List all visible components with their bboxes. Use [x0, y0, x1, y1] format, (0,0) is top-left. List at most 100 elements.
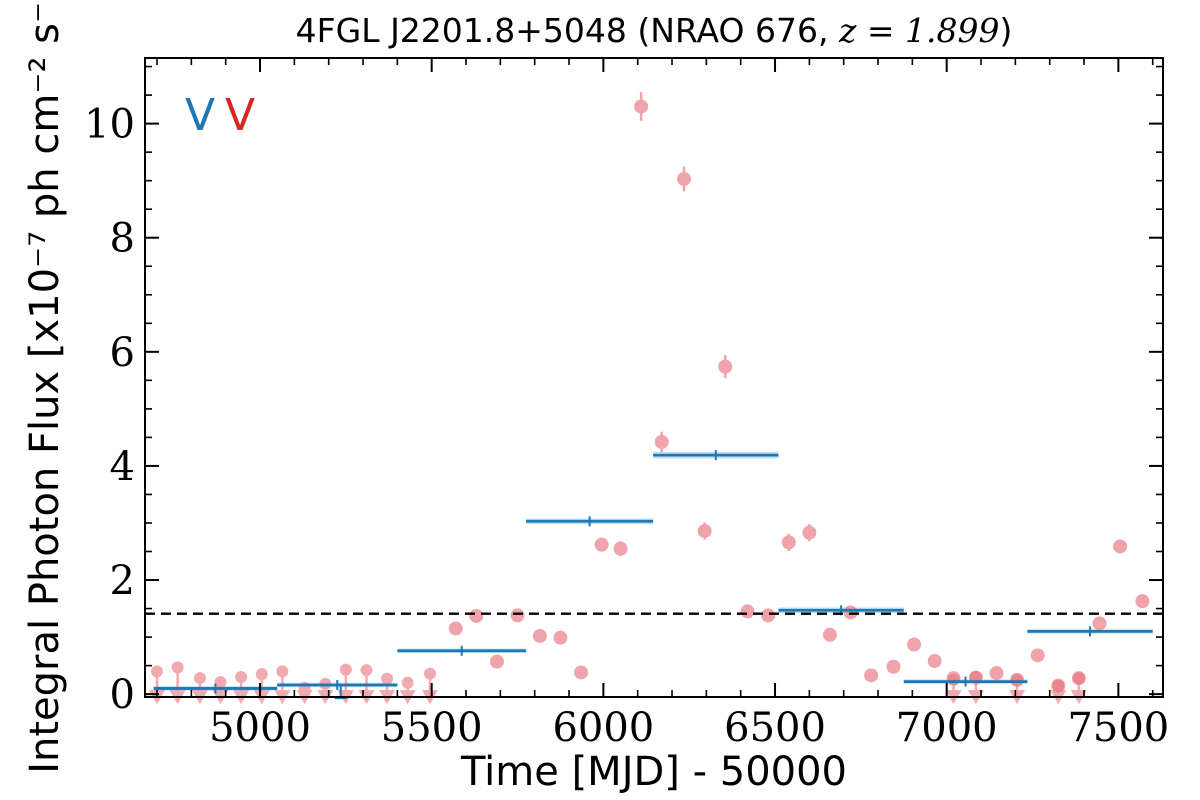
data-point-marker: [574, 665, 589, 680]
y-tick-label: 0: [110, 672, 135, 718]
data-point-marker: [697, 523, 712, 538]
data-point: [822, 627, 837, 642]
chart-title-source: 4FGL J2201.8+5048: [296, 11, 627, 50]
data-point-marker: [781, 535, 796, 550]
upper-limit: [317, 677, 334, 705]
data-point: [989, 666, 1004, 681]
data-point-marker: [822, 627, 837, 642]
data-point-marker: [510, 608, 525, 623]
data-point: [1092, 616, 1107, 631]
upper-limit: [379, 672, 396, 705]
data-point-marker: [448, 621, 463, 636]
axes: 5000 5500 6000 6500 7000 7500 0 2 4 6 8 10: [84, 57, 1169, 751]
upper-limit-point: [360, 664, 373, 677]
x-tick-label: 6000: [552, 705, 654, 751]
data-point: [761, 608, 776, 623]
data-point-marker: [802, 525, 817, 540]
chart-title: 4FGL J2201.8+5048 (NRAO 676, z = 1.899): [296, 11, 1013, 50]
upper-limit-point: [276, 665, 289, 678]
data-point-marker: [634, 99, 649, 114]
data-point-marker: [1071, 671, 1086, 686]
upper-limit-point: [151, 665, 164, 678]
chart-title-close: ): [999, 11, 1012, 50]
upper-limit-point: [339, 663, 352, 676]
data-point-marker: [1135, 594, 1150, 609]
data-point: [613, 541, 628, 557]
data-point-marker: [1010, 672, 1025, 687]
data-point-marker: [1030, 648, 1045, 663]
upper-limit-point: [235, 671, 248, 684]
data-point: [654, 431, 669, 453]
y-tick-label: 2: [110, 558, 135, 604]
data-point-marker: [489, 654, 504, 669]
data-point: [740, 604, 755, 619]
x-tick-label: 5000: [209, 705, 311, 751]
data-point: [864, 668, 879, 683]
data-point-marker: [864, 668, 879, 683]
y-tick-label: 6: [110, 330, 135, 376]
data-point: [532, 628, 547, 643]
data-point: [1071, 671, 1086, 686]
source-flag: V: [225, 90, 255, 141]
data-point-marker: [532, 628, 547, 643]
data-point-marker: [989, 666, 1004, 681]
upper-limit: [274, 665, 291, 705]
upper-limit-point: [381, 672, 394, 685]
data-point-marker: [553, 630, 568, 645]
data-point: [510, 608, 525, 623]
upper-limit-point: [214, 676, 227, 689]
x-axis-label: Time [MJD] - 50000: [460, 749, 847, 795]
data-point: [907, 637, 922, 652]
data-point-marker: [886, 659, 901, 674]
data-point: [594, 537, 609, 552]
x-tick-label: 7500: [1067, 705, 1169, 751]
data-point: [634, 92, 649, 121]
data-point-marker: [469, 608, 484, 623]
data-point-marker: [718, 359, 733, 374]
data-point: [1113, 539, 1128, 554]
upper-limit-point: [255, 668, 268, 681]
x-tick-label: 5500: [381, 705, 483, 751]
source-flag: V: [185, 90, 215, 141]
data-point: [886, 659, 901, 674]
data-point: [1010, 672, 1025, 687]
data-point-marker: [1113, 539, 1128, 554]
data-point-marker: [740, 604, 755, 619]
upper-limit: [149, 665, 166, 705]
data-point-marker: [907, 637, 922, 652]
upper-limit: [399, 676, 416, 705]
upper-limit-point: [171, 661, 184, 674]
data-point: [781, 533, 796, 551]
upper-limit-point: [193, 672, 206, 685]
data-point: [1030, 648, 1045, 663]
data-point: [697, 522, 712, 540]
data-point-marker: [654, 434, 669, 449]
data-point: [946, 671, 961, 686]
data-point: [448, 621, 463, 636]
data-point: [718, 355, 733, 379]
data-point: [469, 608, 484, 623]
data-point: [802, 524, 817, 542]
upper-limit: [421, 667, 438, 705]
data-point: [574, 665, 589, 680]
data-point-marker: [1051, 678, 1066, 693]
data-point: [927, 654, 942, 669]
data-point: [1051, 678, 1066, 693]
data-point-marker: [677, 171, 692, 186]
upper-limit-point: [423, 667, 436, 680]
y-tick-label: 10: [84, 102, 135, 148]
chart-title-assoc: NRAO 676,: [650, 11, 839, 50]
y-tick-label: 4: [110, 444, 135, 490]
data-point-marker: [613, 541, 628, 556]
data-point: [553, 630, 568, 645]
x-tick-label: 6500: [724, 705, 826, 751]
axes-frame: [144, 57, 1164, 698]
x-tick-label: 7000: [896, 705, 998, 751]
y-axis-label: Integral Photon Flux [x10⁻⁷ ph cm⁻² s⁻¹]: [22, 0, 68, 774]
data-point-marker: [594, 537, 609, 552]
data-point: [677, 166, 692, 192]
data-point-marker: [946, 671, 961, 686]
data-point-marker: [927, 654, 942, 669]
